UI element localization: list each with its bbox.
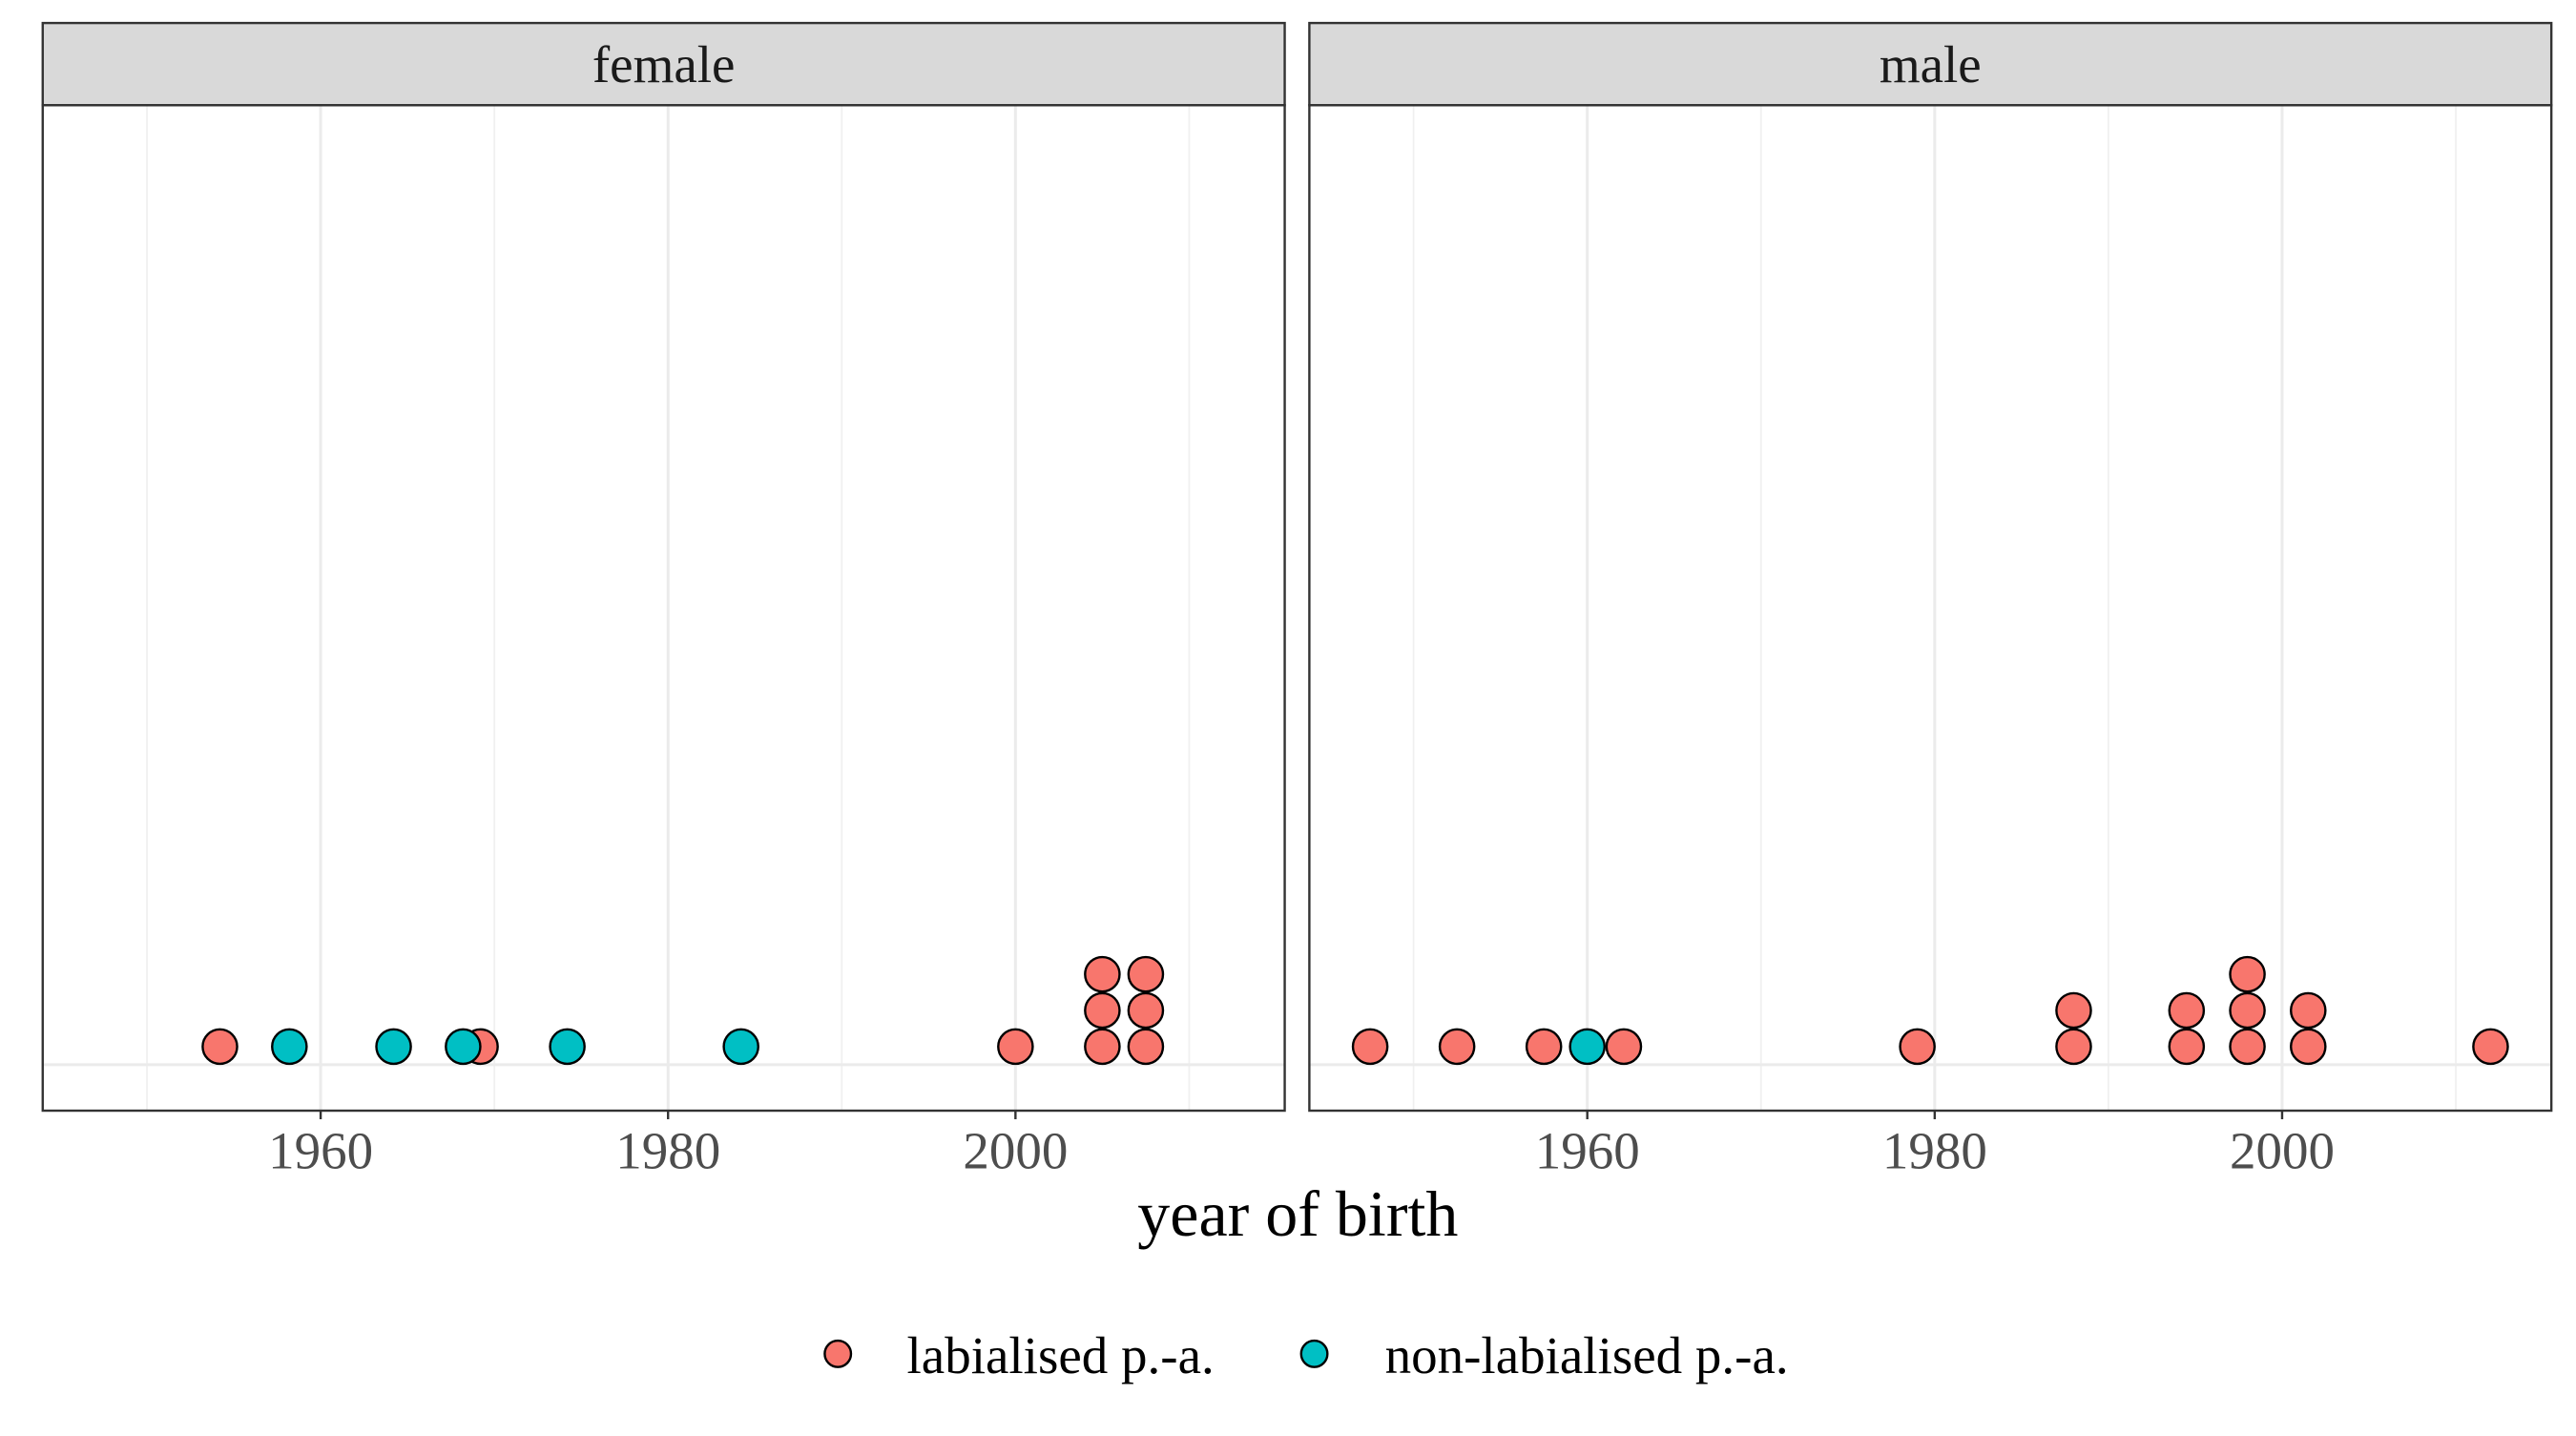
legend-key — [1299, 1339, 1329, 1368]
data-point — [2055, 1028, 2092, 1066]
x-tick-label: 2000 — [963, 1121, 1068, 1179]
x-tick-label: 1960 — [1535, 1121, 1640, 1179]
panel-background — [42, 105, 1285, 1112]
x-axis-title: year of birth — [1137, 1177, 1458, 1250]
data-point — [2229, 1028, 2266, 1066]
data-point — [2472, 1028, 2509, 1066]
x-tick-label: 1980 — [615, 1121, 720, 1179]
x-tick-label: 2000 — [2230, 1121, 2335, 1179]
facet-strip — [41, 21, 1286, 107]
data-point — [375, 1028, 412, 1066]
data-point — [271, 1028, 308, 1066]
data-point — [2055, 991, 2092, 1030]
data-point — [2168, 991, 2206, 1030]
data-point — [201, 1028, 239, 1066]
x-tick-label: 1960 — [268, 1121, 373, 1179]
data-point — [1899, 1028, 1936, 1066]
legend-key — [823, 1339, 853, 1368]
legend-label: non-labialised p.-a. — [1385, 1326, 1789, 1384]
facet-title: male — [1880, 35, 1982, 94]
data-point — [2229, 955, 2266, 993]
data-point — [1525, 1028, 1563, 1066]
data-point — [997, 1028, 1034, 1066]
facet-strip — [1308, 21, 2553, 107]
data-point — [722, 1028, 759, 1066]
data-point — [1127, 991, 1165, 1030]
panel-background — [1309, 105, 2552, 1112]
data-point — [1084, 991, 1121, 1030]
data-point — [549, 1028, 586, 1066]
data-point — [1084, 955, 1121, 993]
data-point — [1084, 1028, 1121, 1066]
data-point — [2289, 1028, 2327, 1066]
data-point — [1127, 1028, 1165, 1066]
data-point — [1351, 1028, 1389, 1066]
data-point — [445, 1028, 482, 1066]
legend-label: labialised p.-a. — [907, 1326, 1215, 1384]
data-point — [2229, 991, 2266, 1030]
data-point — [2289, 991, 2327, 1030]
data-point — [1127, 955, 1165, 993]
data-point — [1568, 1028, 1606, 1066]
x-tick-label: 1980 — [1882, 1121, 1987, 1179]
data-point — [2168, 1028, 2206, 1066]
data-point — [1605, 1028, 1643, 1066]
facet-title: female — [592, 35, 736, 94]
data-point — [1438, 1028, 1476, 1066]
